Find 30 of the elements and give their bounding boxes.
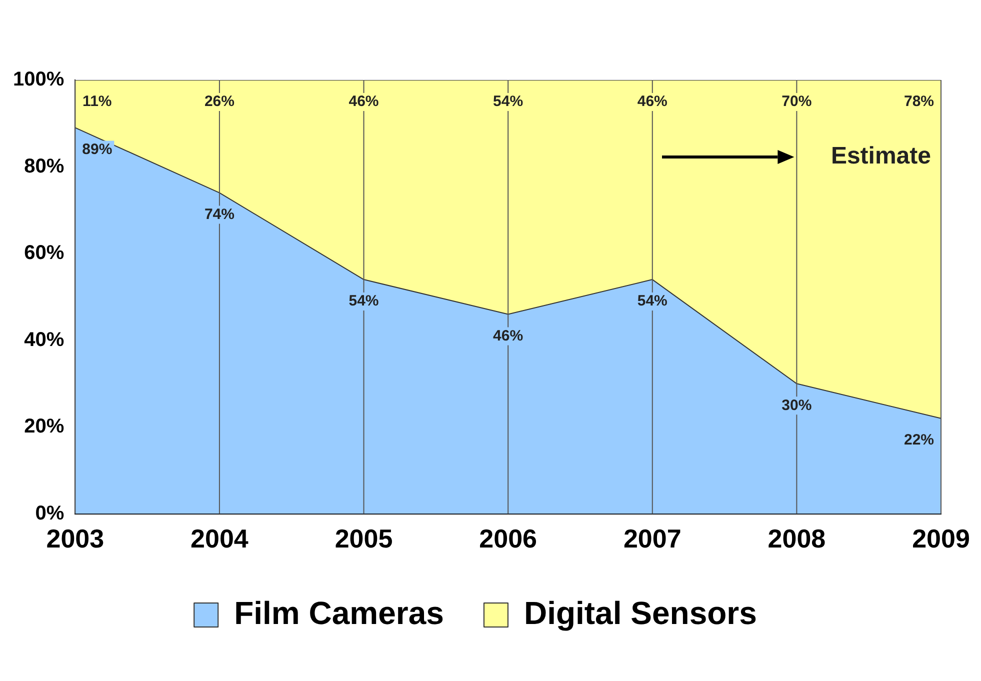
data-label: 74% (204, 206, 234, 223)
data-label: 54% (637, 292, 668, 310)
data-label: 30% (782, 396, 812, 414)
x-tick-label: 2009 (912, 524, 970, 554)
x-tick-label: 2004 (190, 524, 249, 554)
data-label: 11% (82, 93, 112, 110)
data-label: 22% (904, 432, 934, 449)
data-label: 54% (493, 93, 524, 110)
x-tick-label: 2007 (623, 524, 682, 554)
data-label: 46% (493, 327, 524, 344)
y-tick-label: 80% (24, 155, 64, 178)
y-tick-label: 0% (35, 502, 64, 524)
x-tick-label: 2006 (479, 524, 537, 554)
data-label: 26% (204, 93, 234, 110)
data-label: 46% (637, 93, 668, 110)
data-label: 54% (348, 292, 379, 310)
y-tick-label: 20% (24, 416, 64, 438)
y-tick-label: 40% (24, 328, 64, 351)
y-tick-label: 60% (24, 242, 64, 264)
annotation: Estimate (830, 142, 931, 170)
x-tick-label: 2008 (768, 524, 826, 554)
y-tick-label: 100% (12, 68, 64, 91)
x-tick-label: 2005 (334, 524, 393, 554)
data-label: 46% (348, 93, 379, 110)
legend-label: Film Cameras (234, 594, 444, 631)
x-tick-label: 2003 (46, 524, 104, 554)
legend-label: Digital Sensors (524, 594, 757, 631)
data-label: 89% (82, 140, 112, 158)
data-label: 78% (904, 93, 934, 110)
data-label: 70% (782, 93, 812, 110)
